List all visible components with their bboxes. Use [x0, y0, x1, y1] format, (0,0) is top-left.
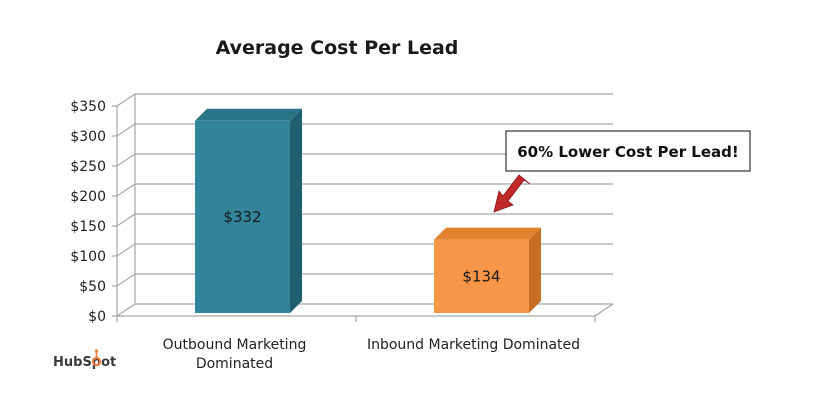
- bar-top: [434, 227, 541, 240]
- gridline-wall: [116, 273, 136, 287]
- bar-side: [290, 108, 302, 313]
- gridline-wall: [116, 303, 136, 317]
- gridline-wall: [116, 93, 136, 107]
- chart-bars: [195, 108, 541, 313]
- bar-top: [195, 108, 302, 121]
- gridline-wall: [116, 213, 136, 227]
- gridline-wall: [116, 123, 136, 137]
- bar-front: [434, 239, 529, 313]
- callout-arrow-icon: [493, 174, 531, 213]
- gridline-wall: [116, 183, 136, 197]
- y-tick-label: $300: [70, 129, 106, 145]
- bar-front: [195, 120, 290, 313]
- floor-edge: [594, 303, 614, 317]
- y-tick-label: $150: [70, 219, 106, 235]
- y-tick-label: $50: [79, 279, 106, 295]
- x-tick-label-line: Inbound Marketing Dominated: [367, 337, 580, 353]
- x-tick-label: Inbound Marketing Dominated: [367, 337, 580, 353]
- chart-title: Average Cost Per Lead: [216, 37, 459, 59]
- callout: 60% Lower Cost Per Lead!: [493, 130, 751, 213]
- gridline-wall: [116, 153, 136, 167]
- bar: [434, 227, 541, 313]
- y-tick-label: $200: [70, 189, 106, 205]
- y-tick-label: $250: [70, 159, 106, 175]
- chart-labels: $0 $50 $100 $150 $200 $250 $300 $350 $332 Outboun…: [70, 99, 580, 372]
- x-tick-label-line: Outbound Marketing: [163, 337, 307, 353]
- gridline-wall: [116, 243, 136, 257]
- y-tick-label: $350: [70, 99, 106, 115]
- data-label: $134: [462, 267, 500, 285]
- data-label: $332: [223, 208, 261, 226]
- y-tick-label: $100: [70, 249, 106, 265]
- callout-text: 60% Lower Cost Per Lead!: [517, 143, 739, 161]
- bar: [195, 108, 302, 313]
- y-tick-label: $0: [88, 309, 106, 325]
- x-tick-label: Outbound Marketing Dominated: [163, 337, 307, 372]
- logo-text: HubSpot: [53, 355, 116, 370]
- hubspot-logo: HubSpot: [53, 349, 116, 370]
- x-tick-label-line: Dominated: [196, 356, 273, 372]
- callout-box: [505, 130, 751, 172]
- bar-side: [529, 227, 541, 313]
- hubspot-sprocket-icon: [91, 349, 102, 367]
